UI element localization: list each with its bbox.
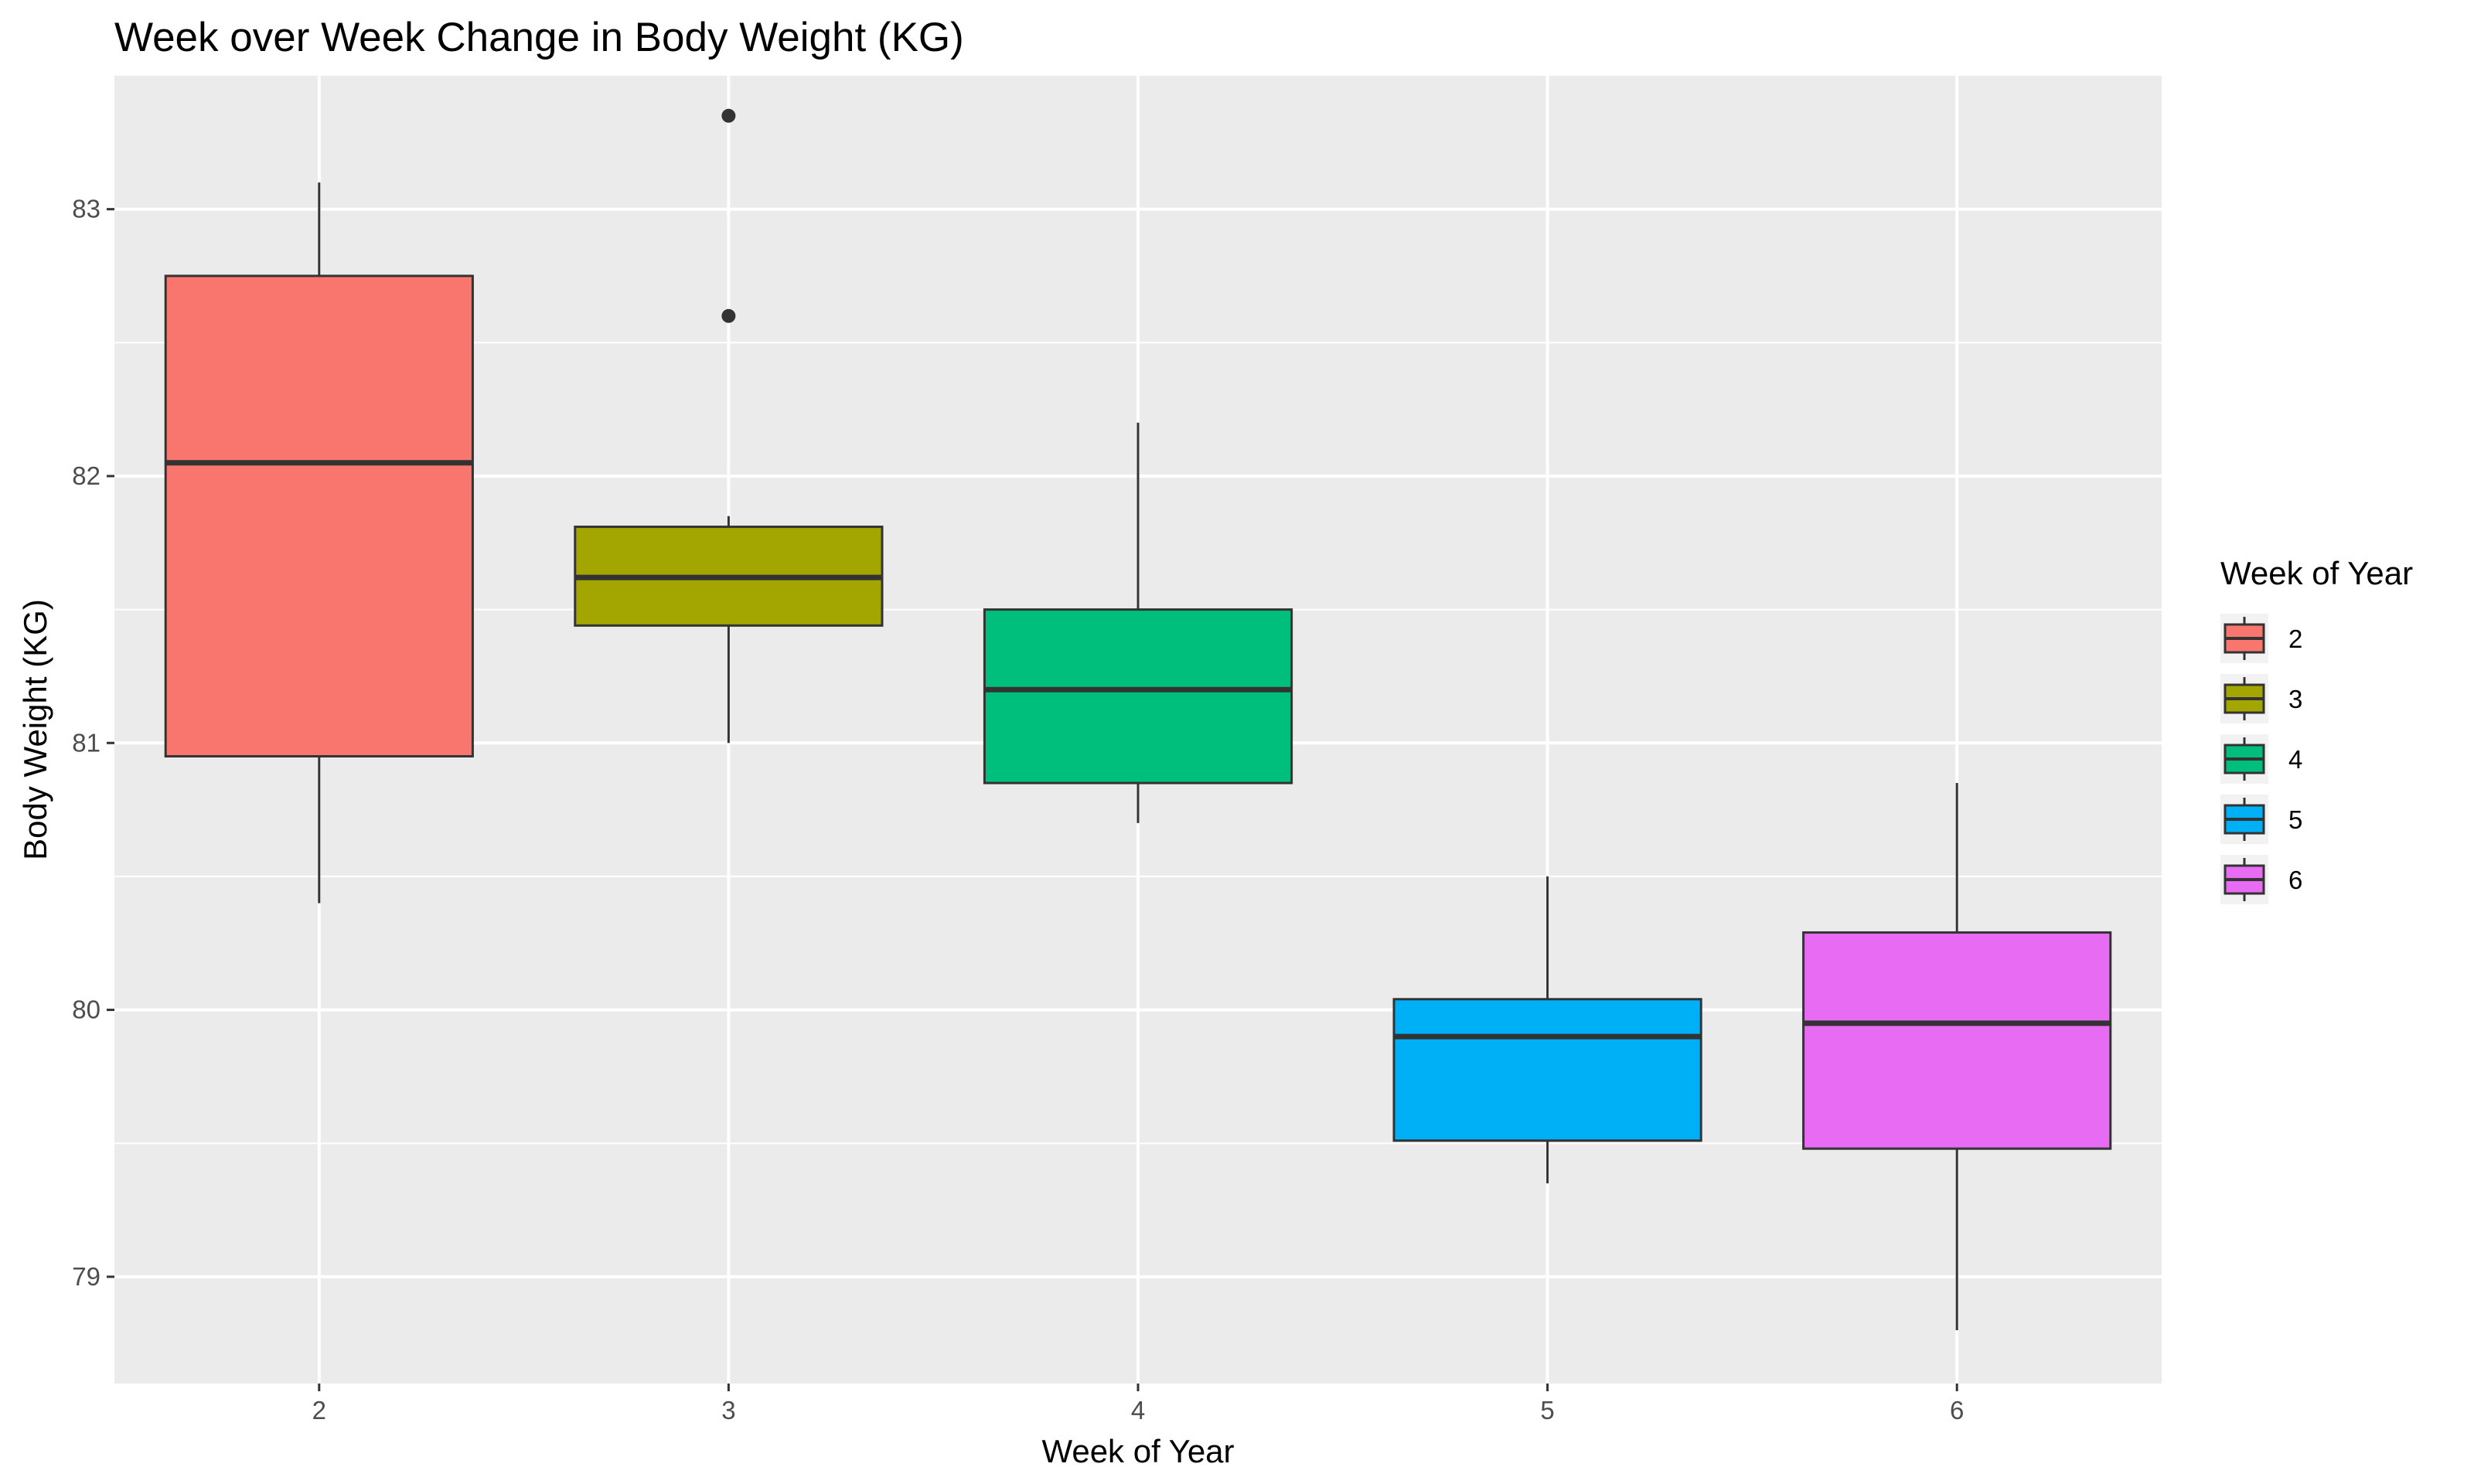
x-tick-label: 4 <box>1131 1396 1145 1424</box>
x-tick-label: 2 <box>312 1396 326 1424</box>
box-week-4 <box>983 422 1293 823</box>
legend-item-4: 4 <box>2220 734 2302 784</box>
legend-item-6: 6 <box>2220 855 2302 904</box>
x-tick-label: 3 <box>721 1396 735 1424</box>
outlier-point <box>721 108 736 123</box>
y-tick-label: 83 <box>72 195 101 223</box>
y-tick-label: 79 <box>72 1262 101 1291</box>
y-tick-label: 81 <box>72 728 101 757</box>
box-week-2 <box>164 182 474 904</box>
y-axis: 79 80 81 82 83 <box>72 195 114 1291</box>
legend-label: 5 <box>2288 805 2302 834</box>
legend: Week of Year 2 3 4 5 6 <box>2220 555 2413 904</box>
box-rect <box>1802 931 2112 1150</box>
x-axis-title: Week of Year <box>1041 1433 1234 1469</box>
outlier-point <box>721 308 736 323</box>
legend-item-5: 5 <box>2220 795 2302 844</box>
legend-label: 3 <box>2288 685 2302 713</box>
y-tick-label: 82 <box>72 461 101 490</box>
box-week-3 <box>574 108 884 744</box>
x-tick-label: 6 <box>1950 1396 1964 1424</box>
box-week-6 <box>1802 783 2112 1330</box>
y-axis-title: Body Weight (KG) <box>17 599 53 860</box>
legend-item-2: 2 <box>2220 614 2302 663</box>
box-rect <box>983 608 1293 785</box>
x-axis: 2 3 4 5 6 <box>312 1384 1964 1424</box>
boxes <box>164 108 2112 1330</box>
legend-title: Week of Year <box>2220 555 2413 591</box>
box-rect <box>164 274 474 758</box>
chart-title: Week over Week Change in Body Weight (KG… <box>114 15 964 60</box>
box-week-5 <box>1392 876 1702 1184</box>
box-rect <box>1392 998 1702 1142</box>
legend-item-3: 3 <box>2220 674 2302 723</box>
legend-label: 2 <box>2288 625 2302 653</box>
legend-label: 4 <box>2288 745 2302 774</box>
y-tick-label: 80 <box>72 996 101 1024</box>
x-tick-label: 5 <box>1540 1396 1554 1424</box>
legend-label: 6 <box>2288 866 2302 894</box>
